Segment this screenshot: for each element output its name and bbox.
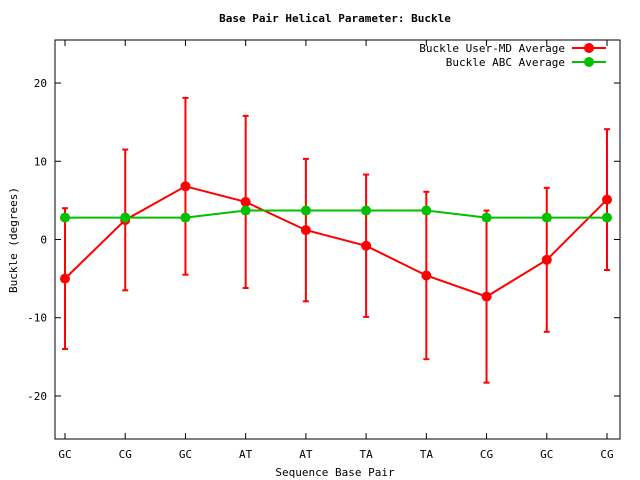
x-tick-label: TA [359, 448, 373, 461]
x-tick-label: CG [480, 448, 493, 461]
y-tick-label: 20 [34, 77, 47, 90]
chart-title: Base Pair Helical Parameter: Buckle [219, 12, 451, 25]
legend-marker [584, 43, 594, 53]
data-point [602, 194, 612, 205]
data-point [361, 240, 372, 251]
data-point [602, 212, 612, 223]
data-point [361, 205, 372, 216]
x-tick-label: GC [179, 448, 192, 461]
legend-label: Buckle ABC Average [446, 56, 565, 69]
series-line [65, 209, 607, 219]
y-tick-label: -10 [27, 312, 47, 325]
x-tick-label: AT [239, 448, 253, 461]
data-point [421, 270, 432, 281]
x-axis-label: Sequence Base Pair [275, 466, 395, 479]
data-point [541, 212, 552, 223]
data-point [300, 205, 311, 216]
series-2 [60, 205, 612, 223]
series-layer [60, 96, 612, 384]
data-point [120, 212, 131, 223]
data-point [421, 205, 432, 216]
x-tick-label: TA [420, 448, 434, 461]
series-line [64, 185, 608, 298]
plot-frame [54, 39, 621, 440]
x-axis: GC CG GC AT AT TA TA CG GC CG [58, 40, 614, 461]
y-axis-label: Buckle (degrees) [7, 187, 20, 293]
y-axis: -20 -10 0 10 20 [27, 77, 620, 403]
data-point [60, 212, 70, 223]
data-point [180, 212, 191, 223]
y-tick-label: -20 [27, 390, 47, 403]
data-point [541, 254, 552, 265]
data-point [481, 291, 492, 302]
x-tick-label: GC [58, 448, 71, 461]
y-tick-label: 0 [40, 234, 47, 247]
data-point [240, 205, 251, 216]
data-point [481, 212, 492, 223]
data-point [300, 225, 311, 236]
legend-marker [584, 57, 594, 67]
x-tick-label: CG [600, 448, 613, 461]
y-tick-label: 10 [34, 155, 47, 168]
x-tick-label: GC [540, 448, 553, 461]
series-1 [60, 96, 612, 384]
data-point [180, 181, 191, 192]
plot-area [54, 39, 621, 440]
legend-label: Buckle User-MD Average [419, 42, 565, 55]
x-tick-label: AT [299, 448, 313, 461]
data-point [240, 196, 251, 207]
x-tick-label: CG [119, 448, 132, 461]
data-point [60, 273, 70, 284]
